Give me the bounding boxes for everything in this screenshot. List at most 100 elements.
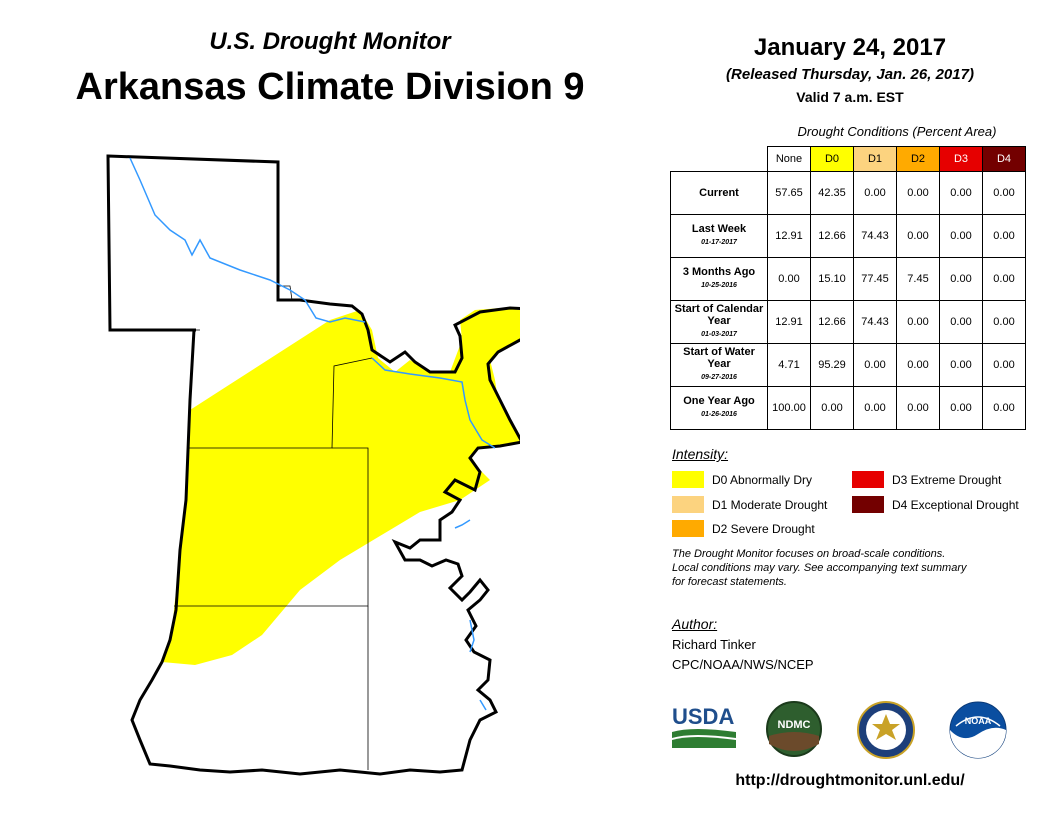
- release-date: (Released Thursday, Jan. 26, 2017): [726, 66, 974, 83]
- legend-label: D2 Severe Drought: [712, 521, 815, 536]
- note-line: The Drought Monitor focuses on broad-sca…: [672, 548, 946, 560]
- table-cell: 15.10: [810, 257, 854, 301]
- drought-conditions-table: None D0 D1 D2 D3 D4 Current 57.65 42.35 0.0…: [670, 146, 1026, 430]
- table-cell: 0.00: [939, 214, 983, 258]
- valid-time: Valid 7 a.m. EST: [796, 89, 904, 105]
- row-header: One Year Ago 01-26-2016: [670, 386, 768, 430]
- legend-swatch: [672, 471, 704, 488]
- row-label: Last Week: [691, 223, 747, 235]
- author-name: Richard Tinker: [672, 637, 756, 652]
- table-cell: 57.65: [767, 171, 811, 215]
- table-cell: 0.00: [939, 386, 983, 430]
- legend-swatch: [672, 496, 704, 513]
- row-label: Start of Calendar Year: [674, 303, 764, 327]
- division-outline: [106, 154, 520, 776]
- legend-item-d4: D4 Exceptional Drought: [852, 496, 1019, 513]
- table-cell: 0.00: [896, 171, 940, 215]
- column-header: D2: [896, 146, 940, 172]
- legend-item-d3: D3 Extreme Drought: [852, 471, 1001, 488]
- column-header: None: [767, 146, 811, 172]
- table-cell: 0.00: [982, 386, 1026, 430]
- table-cell: 74.43: [853, 300, 897, 344]
- row-header: Start of Water Year 09-27-2016: [670, 343, 768, 387]
- table-header-row: None D0 D1 D2 D3 D4: [671, 146, 1026, 172]
- table-cell: 42.35: [810, 171, 854, 215]
- ndmc-logo-text: NDMC: [778, 719, 811, 731]
- noaa-logo-text: NOAA: [965, 716, 992, 726]
- table-caption: Drought Conditions (Percent Area): [797, 124, 997, 139]
- table-cell: 0.00: [896, 214, 940, 258]
- disclaimer-note: The Drought Monitor focuses on broad-sca…: [672, 547, 1032, 589]
- table-cell: 12.66: [810, 214, 854, 258]
- table-cell: 95.29: [810, 343, 854, 387]
- table-cell: 0.00: [853, 386, 897, 430]
- note-line: for forecast statements.: [672, 576, 787, 588]
- division-map: [106, 154, 520, 776]
- table-cell: 12.91: [767, 214, 811, 258]
- row-header: Current: [670, 171, 768, 215]
- table-cell: 0.00: [810, 386, 854, 430]
- author-organization: CPC/NOAA/NWS/NCEP: [672, 657, 814, 672]
- legend-label: D1 Moderate Drought: [712, 497, 828, 512]
- table-cell: 0.00: [982, 343, 1026, 387]
- table-cell: 74.43: [853, 214, 897, 258]
- legend-swatch: [852, 496, 884, 513]
- table-row: Last Week 01-17-2017 12.91 12.66 74.43 0.00 0.…: [670, 214, 1026, 258]
- drought-area-d0: [162, 308, 520, 665]
- row-label: 3 Months Ago: [682, 266, 756, 278]
- row-date: 01-17-2017: [701, 239, 737, 246]
- table-row: Current 57.65 42.35 0.00 0.00 0.00 0.00: [670, 171, 1026, 215]
- website-url[interactable]: http://droughtmonitor.unl.edu/: [735, 772, 965, 789]
- legend-item-d1: D1 Moderate Drought: [672, 496, 827, 513]
- column-header: D1: [853, 146, 897, 172]
- row-label: Current: [699, 187, 739, 199]
- valid-date: January 24, 2017: [753, 34, 947, 61]
- noaa-logo: NOAA: [949, 701, 1007, 759]
- table-cell: 0.00: [939, 257, 983, 301]
- commerce-seal-logo: [857, 701, 915, 759]
- legend-label: D0 Abnormally Dry: [712, 472, 813, 487]
- table-cell: 0.00: [896, 343, 940, 387]
- table-cell: 77.45: [853, 257, 897, 301]
- column-header: D0: [810, 146, 854, 172]
- row-date: 10-25-2016: [701, 282, 737, 289]
- table-row: Start of Water Year 09-27-2016 4.71 95.29 0.…: [670, 343, 1026, 387]
- table-cell: 0.00: [896, 300, 940, 344]
- table-row: One Year Ago 01-26-2016 100.00 0.00 0.00 0.00…: [670, 386, 1026, 430]
- rivers: [129, 157, 496, 711]
- table-cell: 0.00: [982, 300, 1026, 344]
- table-row: 3 Months Ago 10-25-2016 0.00 15.10 77.45 7.45…: [670, 257, 1026, 301]
- usda-logo-text: USDA: [672, 704, 734, 729]
- table-cell: 0.00: [982, 214, 1026, 258]
- legend-item-d0: D0 Abnormally Dry: [672, 471, 812, 488]
- row-label: Start of Water Year: [683, 346, 755, 370]
- row-date: 01-26-2016: [701, 411, 737, 418]
- table-cell: 0.00: [939, 171, 983, 215]
- table-corner: [671, 147, 768, 172]
- table-row: Start of Calendar Year 01-03-2017 12.91 12.…: [670, 300, 1026, 344]
- table-cell: 0.00: [939, 300, 983, 344]
- table-cell: 0.00: [853, 171, 897, 215]
- legend-label: D3 Extreme Drought: [892, 472, 1002, 487]
- map-title: Arkansas Climate Division 9: [75, 66, 585, 108]
- table-cell: 12.66: [810, 300, 854, 344]
- row-header: 3 Months Ago 10-25-2016: [670, 257, 768, 301]
- table-cell: 0.00: [939, 343, 983, 387]
- row-header: Last Week 01-17-2017: [670, 214, 768, 258]
- table-cell: 0.00: [767, 257, 811, 301]
- row-date: 09-27-2016: [701, 374, 737, 381]
- row-header: Start of Calendar Year 01-03-2017: [670, 300, 768, 344]
- row-label: One Year Ago: [683, 395, 755, 407]
- legend-title: Intensity:: [672, 446, 729, 462]
- table-cell: 0.00: [982, 171, 1026, 215]
- table-cell: 12.91: [767, 300, 811, 344]
- note-line: Local conditions may vary. See accompany…: [672, 562, 967, 574]
- column-header: D4: [982, 146, 1026, 172]
- row-date: 01-03-2017: [701, 331, 737, 338]
- ndmc-logo: NDMC: [766, 701, 822, 757]
- legend-swatch: [852, 471, 884, 488]
- column-header: D3: [939, 146, 983, 172]
- legend-label: D4 Exceptional Drought: [892, 497, 1019, 512]
- table-cell: 4.71: [767, 343, 811, 387]
- table-cell: 0.00: [853, 343, 897, 387]
